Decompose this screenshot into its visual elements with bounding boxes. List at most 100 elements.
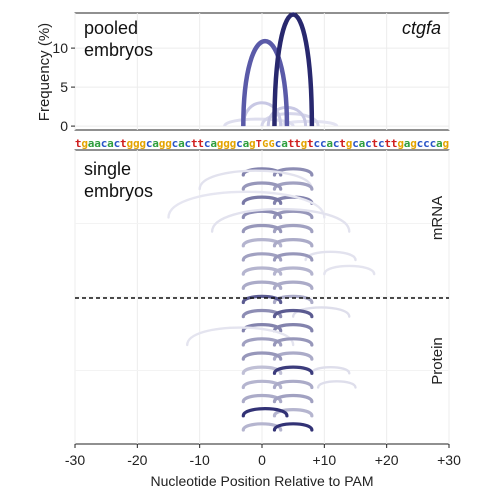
single-deletion-arc xyxy=(241,195,283,205)
single-arcs xyxy=(167,167,376,432)
sequence-letter: t xyxy=(294,137,301,150)
sequence-letter: c xyxy=(275,137,282,150)
single-deletion-arc xyxy=(198,169,314,191)
single-label-line1: single xyxy=(84,159,131,179)
sequence-letter: t xyxy=(339,137,346,150)
single-deletion-arc xyxy=(272,209,314,220)
sequence-letter: g xyxy=(397,137,404,150)
single-deletion-arc xyxy=(272,266,314,276)
sequence-letter: g xyxy=(217,137,224,150)
single-deletion-arc xyxy=(272,223,314,234)
pooled-label-line2: embryos xyxy=(84,40,153,60)
single-deletion-arc xyxy=(272,252,314,262)
y-tick-label: 10 xyxy=(52,40,68,56)
x-tick-label: +20 xyxy=(375,452,399,468)
sequence-letter: a xyxy=(94,137,101,150)
x-axis-title: Nucleotide Position Relative to PAM xyxy=(150,473,373,489)
sequence-letter: c xyxy=(333,137,340,150)
x-tick-label: -30 xyxy=(65,452,85,468)
single-deletion-arc xyxy=(241,238,283,248)
sequence-letter: t xyxy=(307,137,314,150)
single-deletion-arc xyxy=(241,181,283,191)
single-deletion-arc xyxy=(272,181,314,191)
single-deletion-arc xyxy=(241,294,283,305)
sequence-letter: c xyxy=(352,137,359,150)
single-deletion-arc xyxy=(323,264,376,276)
sequence-letter: t xyxy=(120,137,127,150)
sequence-letter: a xyxy=(178,137,185,150)
single-deletion-arc xyxy=(272,238,314,248)
pooled-arcs xyxy=(223,12,339,128)
single-label-line2: embryos xyxy=(84,181,153,201)
sequence-letter: c xyxy=(365,137,372,150)
sequence-letter: c xyxy=(320,137,327,150)
sequence-letter: c xyxy=(378,137,385,150)
x-tick-label: -10 xyxy=(190,452,210,468)
sequence-letter: g xyxy=(230,137,237,150)
sequence-letter: T xyxy=(256,139,262,150)
single-deletion-arc xyxy=(241,365,283,375)
pooled-deletion-arc xyxy=(223,117,295,128)
single-deletion-arc xyxy=(272,422,314,432)
sequence-letter: t xyxy=(191,137,198,150)
single-deletion-arc xyxy=(241,393,283,404)
sequence-letter: c xyxy=(430,137,437,150)
single-deletion-arc xyxy=(316,380,357,389)
sequence-letter: g xyxy=(301,137,308,150)
single-deletion-arc xyxy=(272,280,314,290)
sequence-letter: t xyxy=(288,137,295,150)
sequence-letter: c xyxy=(114,137,121,150)
single-deletion-arc xyxy=(272,365,314,375)
single-deletion-arc xyxy=(241,379,283,390)
sequence-letter: G xyxy=(269,139,275,150)
single-deletion-arc xyxy=(241,308,283,319)
single-deletion-arc xyxy=(241,252,283,262)
y-tick-label: 0 xyxy=(60,118,68,134)
sequence-letter: a xyxy=(281,137,288,150)
sequence-letter: a xyxy=(88,137,95,150)
sequence-letter: t xyxy=(75,137,82,150)
pooled-label-line1: pooled xyxy=(84,18,138,38)
sequence-letter: g xyxy=(81,137,88,150)
single-deletion-arc xyxy=(241,407,289,418)
sequence-letter: c xyxy=(101,137,108,150)
pooled-deletion-arc xyxy=(279,119,339,128)
sequence-letter: c xyxy=(417,137,424,150)
sequence-letter: g xyxy=(159,137,166,150)
sequence-letter: g xyxy=(249,137,256,150)
sequence-letter: g xyxy=(346,137,353,150)
sequence-letter: a xyxy=(152,137,159,150)
single-deletion-arc xyxy=(272,408,314,418)
sequence-letter: c xyxy=(236,137,243,150)
x-axis-ticks: -30 -20 -10 0 +10 +20 +30 xyxy=(65,444,461,468)
sequence-letter: a xyxy=(359,137,366,150)
single-panel: single embryos mRNA Protein -30 -20 -10 0 +1… xyxy=(65,149,461,489)
single-deletion-arc xyxy=(241,223,283,234)
single-deletion-arc xyxy=(241,422,283,432)
sequence-letter: g xyxy=(442,137,449,150)
sequence-letter: t xyxy=(391,137,398,150)
sequence-letter: c xyxy=(146,137,153,150)
single-deletion-arc xyxy=(241,280,283,290)
sequence-letter: t xyxy=(372,137,379,150)
gene-name: ctgfa xyxy=(402,18,441,38)
pooled-deletion-arc xyxy=(241,39,290,127)
group-label-protein: Protein xyxy=(429,337,446,385)
sequence-letter: a xyxy=(107,137,114,150)
single-deletion-arc xyxy=(272,308,314,319)
pooled-deletion-arc xyxy=(272,12,315,127)
sequence-letter: G xyxy=(262,139,268,150)
sequence-letter: t xyxy=(197,137,204,150)
single-deletion-arc xyxy=(210,207,351,233)
single-gridlines xyxy=(74,150,450,444)
single-deletion-arc xyxy=(272,351,314,361)
single-deletion-arc xyxy=(272,393,314,404)
group-label-mrna: mRNA xyxy=(429,196,446,240)
pooled-deletion-arc xyxy=(260,112,320,127)
single-deletion-arc xyxy=(272,294,314,305)
sequence-letter: g xyxy=(410,137,417,150)
single-deletion-arc xyxy=(272,167,314,177)
single-deletion-arc xyxy=(272,323,314,333)
sequence-letter: c xyxy=(423,137,430,150)
